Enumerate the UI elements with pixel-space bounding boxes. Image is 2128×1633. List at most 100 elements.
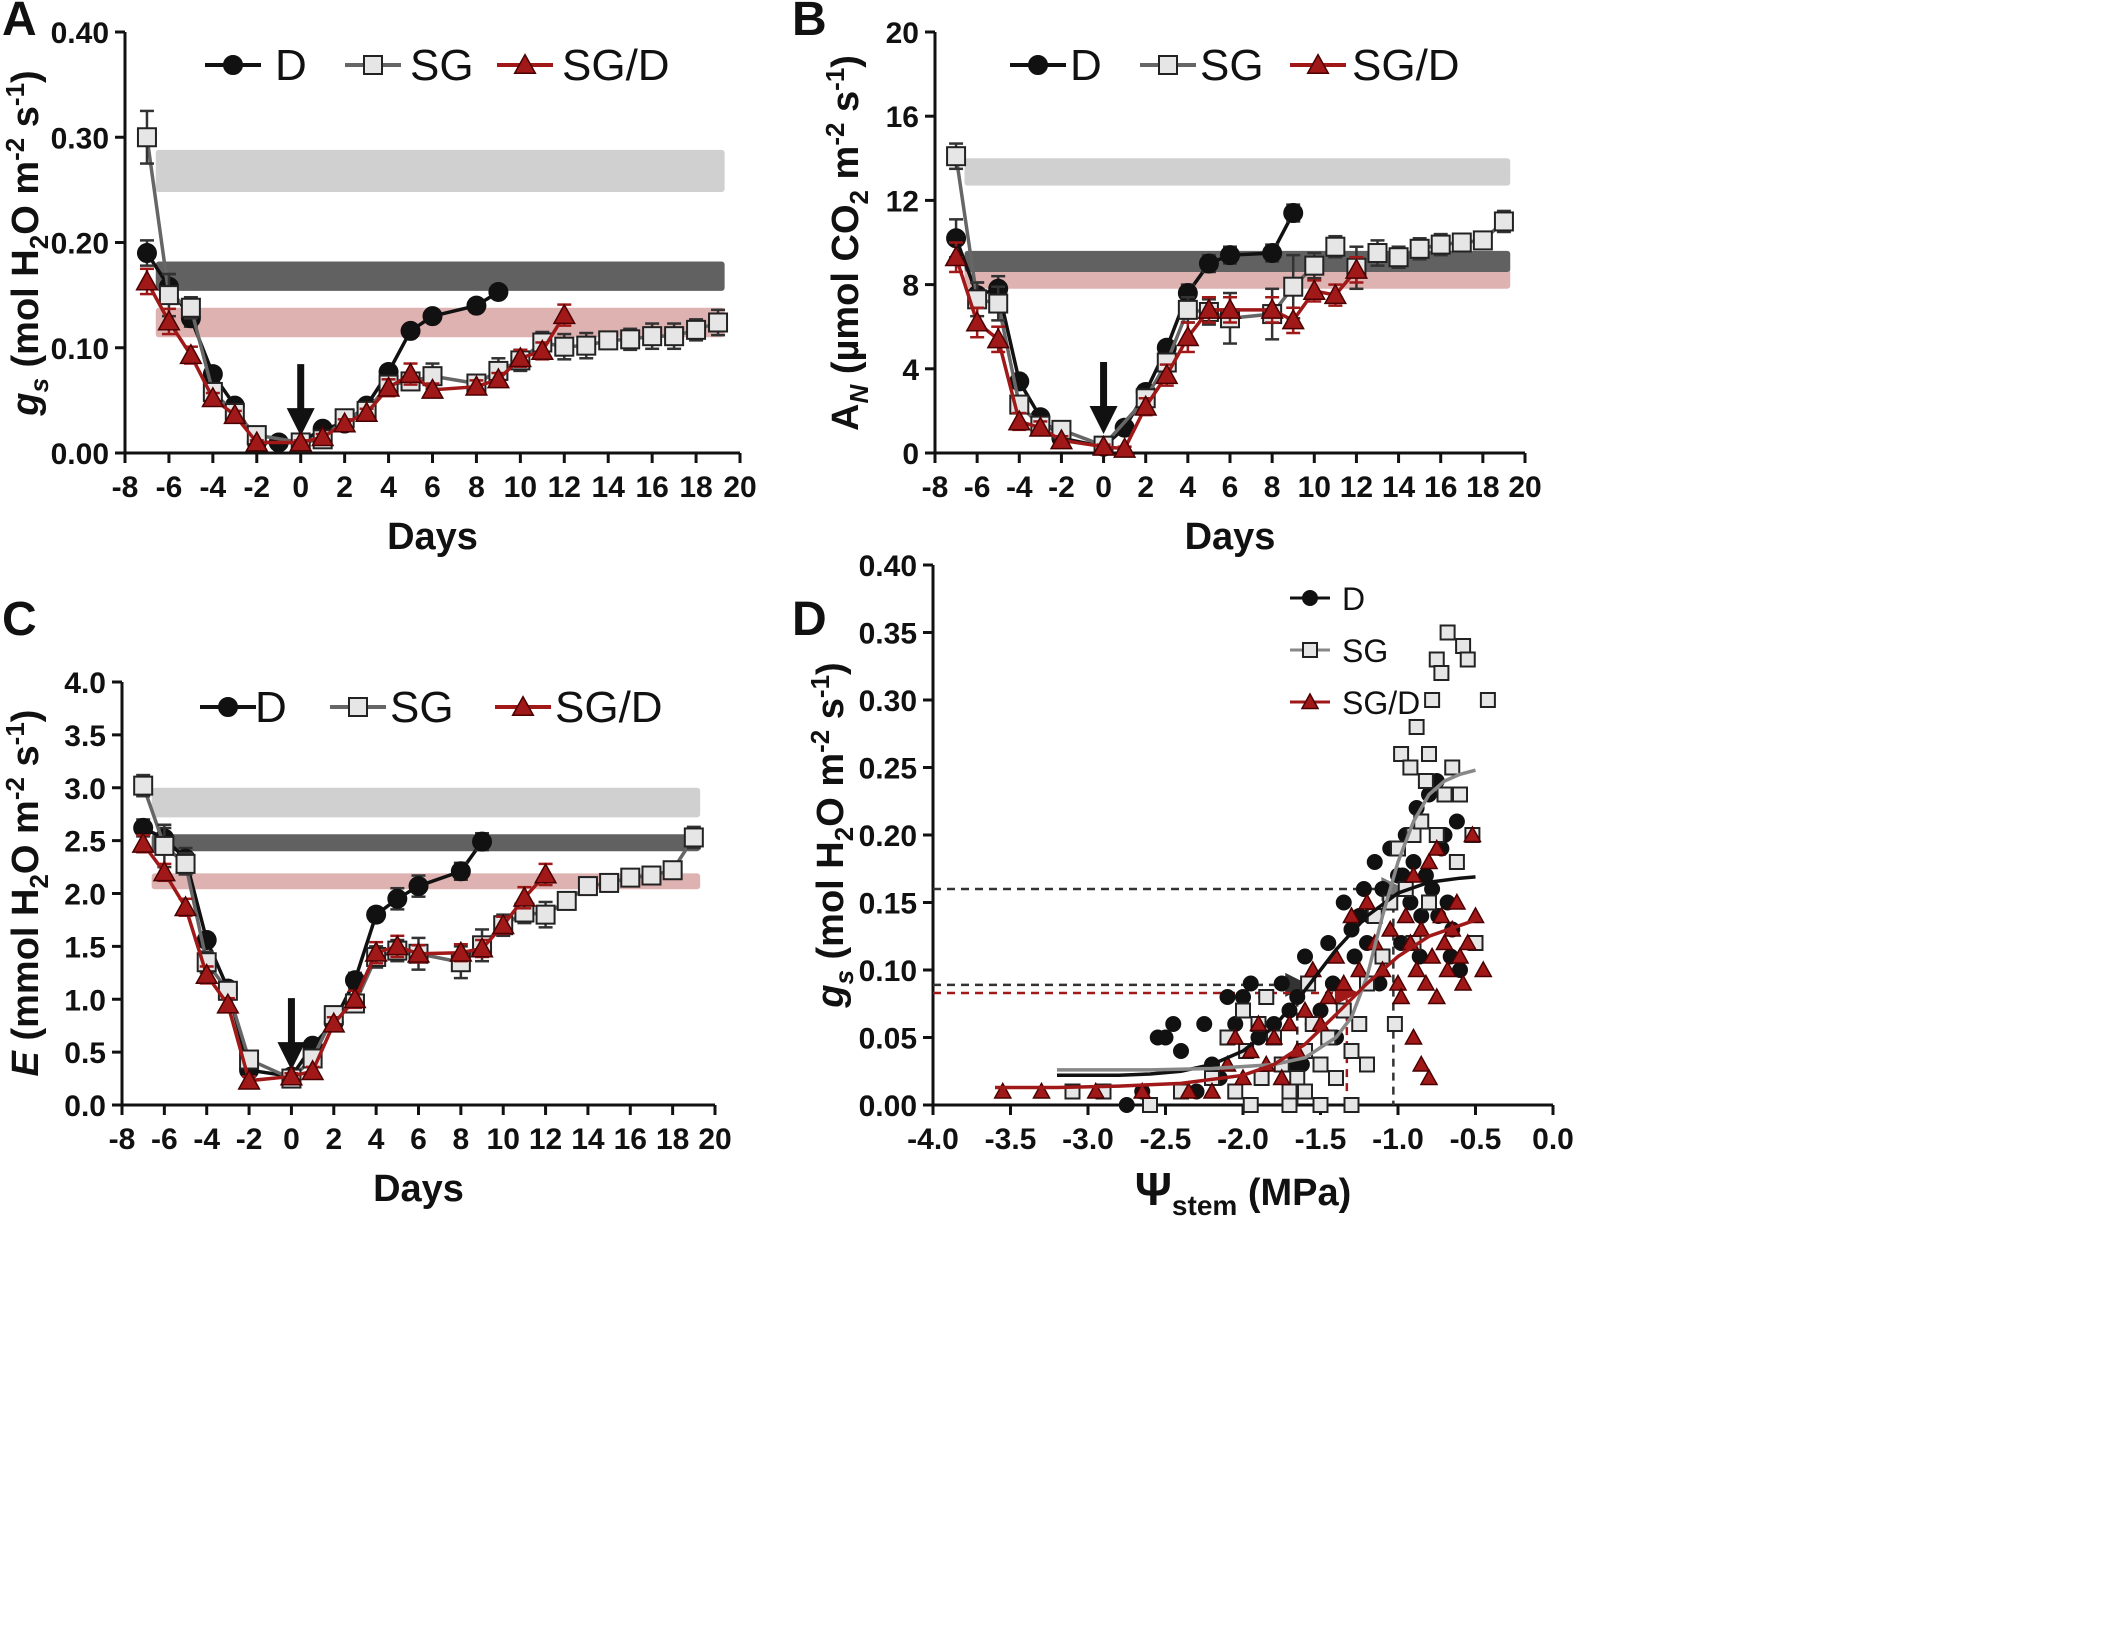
y-tick-label: 0.30 <box>51 122 109 155</box>
data-point-sgd <box>993 1081 1013 1099</box>
data-point-sgd <box>1202 1081 1222 1099</box>
y-tick-label: 0.25 <box>859 753 917 786</box>
data-point-sg <box>1444 759 1461 776</box>
data-point-d <box>450 861 471 882</box>
control-band-d <box>151 834 701 852</box>
x-tick-label: 16 <box>614 1123 647 1156</box>
data-point-sgd <box>179 343 203 365</box>
y-tick-label: 1.0 <box>64 984 106 1017</box>
axis-title-part: s <box>810 698 852 730</box>
legend-label-sg: SG <box>410 41 474 90</box>
data-point-sg <box>1393 746 1410 762</box>
x-tick-label: 0 <box>1095 471 1112 504</box>
x-tick-label: -8 <box>112 471 139 504</box>
axis-title-part: -1 <box>0 83 30 106</box>
data-point-sg <box>1142 1097 1158 1113</box>
data-point-sgd <box>1411 919 1431 937</box>
legend-label-sg: SG <box>1342 633 1388 669</box>
data-point-sg <box>1235 1002 1251 1019</box>
axis-title-part: O m <box>810 753 852 827</box>
x-tick-label: -2 <box>236 1123 263 1156</box>
axis-title-part: O m <box>5 161 47 235</box>
data-point-sg <box>180 297 201 318</box>
data-point-d <box>1173 1043 1189 1059</box>
data-point-sg <box>1433 665 1450 681</box>
treatment-arrow-head <box>286 408 315 437</box>
data-point-sgd <box>1447 892 1467 910</box>
data-point-sgd <box>1463 825 1482 843</box>
data-point-sgd <box>237 1068 261 1090</box>
data-point-sg <box>1409 238 1430 259</box>
x-tick-label: -6 <box>156 471 183 504</box>
x-tick-label: 12 <box>1340 471 1373 504</box>
data-point-sgd <box>1032 1081 1051 1099</box>
panel-letter: A <box>2 0 37 46</box>
data-point-sgd <box>1411 1054 1431 1072</box>
data-point-sg <box>1459 651 1476 668</box>
data-point-sg <box>662 860 683 881</box>
panel-letter: B <box>792 0 827 46</box>
x-tick-label: 2 <box>325 1123 342 1156</box>
data-point-sg <box>1408 719 1425 735</box>
y-tick-label: 0.35 <box>859 618 917 651</box>
axis-title-part: (MPa) <box>1237 1172 1351 1214</box>
x-tick-label: 0 <box>283 1123 300 1156</box>
data-point-sgd <box>364 940 388 962</box>
legend-marker-sg <box>348 697 368 717</box>
x-tick-label: 16 <box>1424 471 1457 504</box>
data-point-sgd <box>464 374 489 396</box>
data-point-sg <box>598 330 619 351</box>
axis-title-part: 2 <box>24 235 54 249</box>
series-d <box>946 203 1304 457</box>
axis-title-part: O m <box>5 800 47 874</box>
x-tick-label: -1.0 <box>1372 1123 1424 1156</box>
x-tick-label: -4.0 <box>907 1123 959 1156</box>
data-point-sgd <box>1280 1014 1299 1032</box>
fit-curve-d <box>1057 875 1476 1078</box>
control-band-d <box>155 261 725 291</box>
y-tick-label: 0.10 <box>51 333 109 366</box>
x-tick-label: 4 <box>380 471 397 504</box>
x-tick-label: 14 <box>571 1123 605 1156</box>
y-tick-label: 0.40 <box>51 17 109 50</box>
data-point-d <box>1273 975 1290 992</box>
data-point-sgd <box>1422 946 1442 964</box>
legend-marker-d <box>218 697 238 717</box>
series-line-d <box>954 212 1295 449</box>
data-point-sg <box>683 827 704 848</box>
data-point-sgd <box>195 963 219 984</box>
axis-title-part: 2 <box>24 874 54 888</box>
data-point-sgd <box>343 987 367 1009</box>
data-point-sgd <box>512 885 537 907</box>
y-tick-label: 3.5 <box>64 720 106 753</box>
legend: D SG SG/D <box>1290 581 1420 721</box>
data-point-sg <box>1417 773 1434 789</box>
x-axis-title: Days <box>1185 516 1276 558</box>
data-point-sg <box>620 329 641 350</box>
x-tick-label: -3.5 <box>985 1123 1037 1156</box>
x-tick-label: -8 <box>109 1123 136 1156</box>
series-sgd <box>944 241 1369 458</box>
data-point-d <box>466 295 487 316</box>
data-point-d <box>1355 881 1372 897</box>
data-point-sg <box>1281 1083 1298 1100</box>
y-tick-label: 4.0 <box>64 667 106 700</box>
x-tick-label: 8 <box>1264 471 1281 504</box>
x-tick-label: 20 <box>723 471 756 504</box>
x-tick-label: 18 <box>1466 471 1499 504</box>
data-point-sgd <box>1132 1081 1152 1099</box>
data-point-sgd <box>1049 428 1074 450</box>
data-point-sgd <box>1218 297 1242 319</box>
axis-title-part: -1 <box>820 68 850 91</box>
data-point-sg <box>556 890 577 911</box>
x-axis-title: Days <box>387 516 478 558</box>
data-point-sgd <box>1323 283 1347 305</box>
y-tick-label: 12 <box>886 185 919 218</box>
data-point-sgd <box>1391 987 1411 1005</box>
data-point-sg <box>599 872 620 893</box>
data-point-sg <box>1227 1083 1244 1100</box>
data-point-sg <box>577 876 598 897</box>
y-tick-label: 2.0 <box>64 879 106 912</box>
x-tick-label: 8 <box>468 471 485 504</box>
x-tick-label: 14 <box>592 471 626 504</box>
